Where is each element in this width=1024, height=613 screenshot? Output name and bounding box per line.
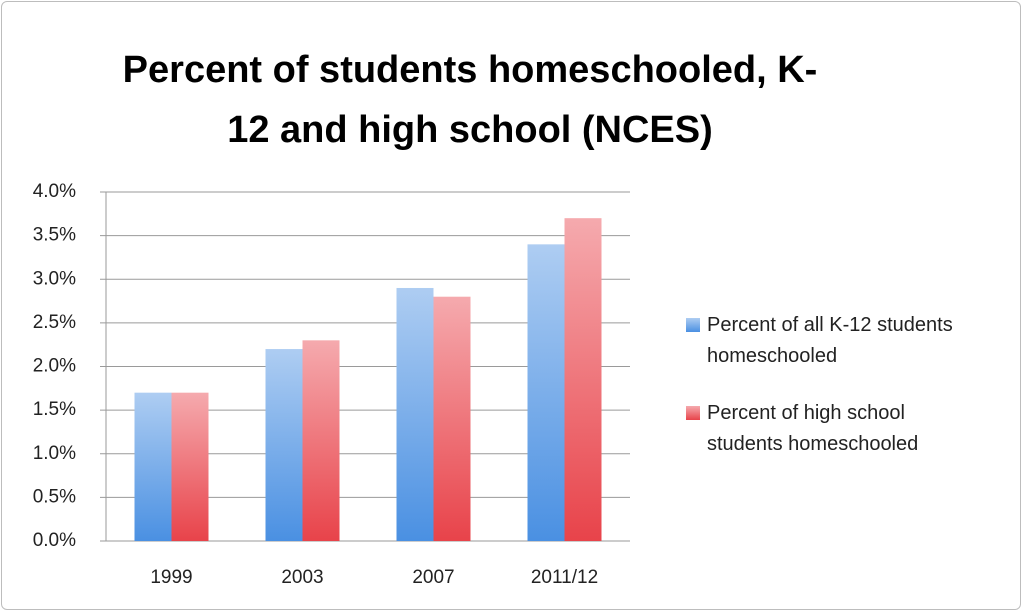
bar bbox=[396, 287, 434, 541]
legend-swatch bbox=[686, 318, 700, 332]
y-tick-label: 1.5% bbox=[33, 399, 76, 420]
bar bbox=[302, 340, 340, 541]
chart-title: Percent of students homeschooled, K-12 a… bbox=[122, 49, 818, 151]
x-tick-label: 1999 bbox=[150, 567, 192, 588]
y-tick-label: 1.0% bbox=[33, 443, 76, 464]
x-tick-label: 2003 bbox=[281, 567, 323, 588]
legend-label: Percent of high school students homescho… bbox=[707, 402, 919, 455]
bar bbox=[527, 244, 565, 541]
legend-item: Percent of all K-12 students homeschoole… bbox=[686, 310, 986, 372]
y-tick-label: 3.5% bbox=[33, 225, 76, 246]
legend-item: Percent of high school students homescho… bbox=[686, 398, 986, 460]
bar bbox=[171, 392, 209, 541]
bar bbox=[134, 392, 172, 541]
y-tick-label: 4.0% bbox=[33, 181, 76, 202]
x-tick-label: 2007 bbox=[412, 567, 454, 588]
bar bbox=[433, 296, 471, 541]
x-tick-label: 2011/12 bbox=[531, 567, 598, 588]
bar bbox=[265, 349, 303, 541]
legend-swatch bbox=[686, 406, 700, 420]
bar bbox=[564, 218, 602, 542]
y-tick-label: 0.5% bbox=[33, 486, 76, 507]
legend-label: Percent of all K-12 students homeschoole… bbox=[707, 314, 953, 367]
y-tick-label: 3.0% bbox=[33, 268, 76, 289]
y-tick-label: 2.5% bbox=[33, 312, 76, 333]
y-tick-label: 2.0% bbox=[33, 356, 76, 377]
y-tick-label: 0.0% bbox=[33, 530, 76, 551]
